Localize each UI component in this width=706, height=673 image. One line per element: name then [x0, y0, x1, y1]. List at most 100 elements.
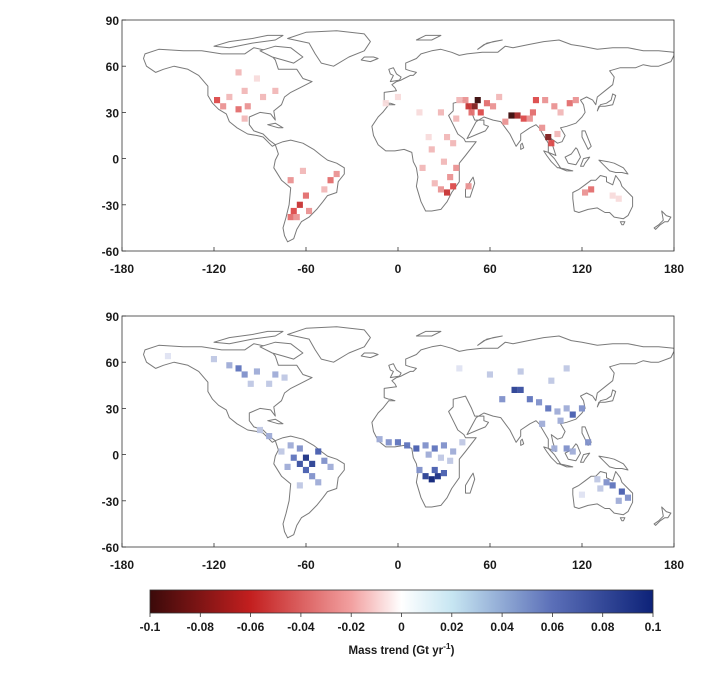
colorbar-title: Mass trend (Gt yr-1): [349, 641, 455, 657]
grid-cell: [624, 494, 631, 501]
landmass-sri-lanka: [520, 142, 525, 150]
grid-cell: [542, 97, 549, 104]
grid-cell: [545, 134, 552, 141]
landmass-uk: [388, 67, 402, 83]
landmass-madagascar: [465, 472, 476, 494]
landmass-new-zealand: [653, 506, 672, 526]
grid-cell: [296, 201, 303, 208]
y-tick-label: 30: [106, 402, 120, 416]
grid-cell: [416, 109, 423, 116]
grid-cell: [327, 463, 334, 470]
grid-cell: [333, 170, 340, 178]
grid-cell: [321, 457, 328, 464]
landmass-java: [558, 167, 574, 172]
colorbar-tick-label: -0.04: [287, 620, 315, 634]
grid-cell: [247, 380, 254, 387]
colorbar: -0.1 -0.08 -0.06 -0.04 -0.02 0 0.02 0.04 0.06 0.0…: [0, 580, 706, 668]
y-tick-label: 90: [106, 310, 120, 324]
grid-cell: [244, 103, 251, 110]
grid-cell: [309, 473, 316, 480]
grid-cell: [210, 356, 217, 363]
map-layer: [143, 326, 674, 539]
grid-cell: [413, 445, 420, 452]
colorbar-tick-label: 0.04: [490, 620, 514, 634]
grid-cell: [465, 103, 472, 110]
grid-cell: [296, 445, 303, 452]
grid-cell: [434, 473, 441, 480]
landmass-japan: [596, 93, 617, 112]
grid-cell: [306, 207, 313, 215]
grid-cell: [585, 439, 592, 446]
grid-cell: [572, 97, 579, 104]
colorbar-tick-label: 0.1: [645, 620, 662, 634]
grid-cell: [566, 100, 573, 107]
y-tick-label: 60: [106, 356, 120, 370]
grid-cell: [437, 454, 444, 461]
landmass-australia: [572, 175, 634, 220]
x-tick-label: 180: [664, 262, 684, 276]
grid-cell: [444, 134, 451, 141]
landmass-sri-lanka: [520, 438, 525, 446]
grid-cell: [241, 371, 248, 378]
grid-cell: [536, 399, 543, 406]
grid-cell: [290, 207, 297, 215]
grid-cell: [437, 109, 444, 116]
grid-cell: [456, 97, 463, 104]
grid-cell: [453, 164, 460, 171]
landmass-canadian-arctic: [213, 330, 284, 345]
x-tick-label: 0: [395, 558, 402, 572]
grid-cell: [296, 482, 303, 489]
grid-cell: [511, 386, 518, 393]
grid-cell: [526, 396, 533, 403]
landmass-africa-eurasia: [371, 39, 674, 212]
grid-cell: [508, 112, 515, 119]
grid-cell: [554, 130, 561, 138]
grid-cell: [428, 146, 435, 153]
x-tick-label: -120: [202, 262, 226, 276]
grid-cell: [290, 454, 297, 461]
x-tick-label: -180: [110, 558, 134, 572]
grid-cell: [296, 460, 303, 467]
grid-cell: [609, 482, 616, 489]
grid-cell: [284, 463, 291, 470]
grid-cell: [260, 93, 267, 101]
colorbar-title-text: Mass trend (Gt yr: [349, 645, 444, 657]
grid-cell: [327, 177, 334, 184]
landmass-novaya-zemlya: [477, 335, 503, 346]
grid-cell: [281, 374, 288, 381]
grid-cell: [431, 180, 438, 187]
grid-cell: [164, 353, 171, 360]
grid-cell: [425, 134, 432, 141]
grid-cell: [266, 380, 273, 387]
grid-cell: [468, 109, 475, 116]
grid-cell: [293, 214, 300, 221]
x-tick-label: -180: [110, 262, 134, 276]
y-tick-label: -60: [102, 245, 120, 259]
grid-cell: [272, 87, 279, 94]
landmass-cuba: [267, 122, 284, 129]
grid-cell: [554, 408, 561, 415]
grid-cell: [450, 448, 457, 455]
grid-cell: [615, 497, 622, 504]
grid-cell: [447, 457, 454, 464]
grid-cell: [514, 112, 521, 119]
x-tick-label: 120: [572, 262, 592, 276]
grid-cell: [376, 436, 383, 443]
x-tick-label: -120: [202, 558, 226, 572]
landmass-africa-eurasia: [371, 335, 674, 508]
grid-cell: [315, 479, 322, 486]
y-tick-label: -30: [102, 495, 120, 509]
colorbar-tick-label: -0.02: [338, 620, 366, 634]
grid-cell: [422, 473, 429, 480]
colorbar-title-superscript: -1: [443, 641, 451, 651]
grid-cell: [309, 460, 316, 467]
grid-cell: [563, 405, 570, 412]
grid-cell: [502, 118, 509, 125]
grid-cell: [299, 167, 306, 174]
landmass-java: [558, 463, 574, 468]
grid-cell: [440, 442, 447, 449]
y-tick-label: 0: [112, 153, 119, 167]
grid-cell: [526, 115, 533, 122]
grid-cell: [462, 97, 469, 104]
colorbar-ticks: -0.1 -0.08 -0.06 -0.04 -0.02 0 0.02 0.04 0.06 0.0…: [140, 613, 662, 634]
